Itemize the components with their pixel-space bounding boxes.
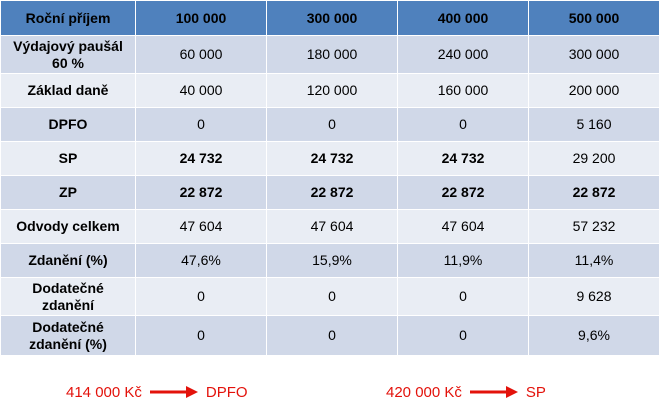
- table-cell: 0: [266, 107, 398, 142]
- table-cell: 57 232: [528, 209, 660, 244]
- table-cell: 22 872: [528, 175, 660, 210]
- table-cell: 24 732: [266, 141, 398, 176]
- table-cell: 40 000: [135, 73, 267, 108]
- threshold-amount: 420 000 Kč: [386, 383, 462, 401]
- threshold-dpfo: 414 000 Kč DPFO: [66, 380, 248, 404]
- table-cell: 180 000: [266, 35, 398, 74]
- table-cell: 47,6%: [135, 243, 267, 278]
- table-row: Zdanění (%) 47,6% 15,9% 11,9% 11,4%: [0, 243, 660, 278]
- table-cell: 22 872: [135, 175, 267, 210]
- table-cell: 11,4%: [528, 243, 660, 278]
- header-cell-income: 100 000: [135, 0, 267, 36]
- table-cell: 24 732: [135, 141, 267, 176]
- table-row: Dodatečné zdanění 0 0 0 9 628: [0, 277, 660, 316]
- table-cell: 0: [397, 277, 529, 316]
- table-row: Dodatečné zdanění (%) 0 0 0 9,6%: [0, 315, 660, 356]
- table-cell: 11,9%: [397, 243, 529, 278]
- table-cell: 0: [397, 315, 529, 356]
- threshold-notes: 414 000 Kč DPFO 420 000 Kč SP: [0, 380, 661, 404]
- table-cell: 0: [266, 315, 398, 356]
- table-body: Výdajový paušál 60 % 60 000 180 000 240 000…: [0, 35, 660, 356]
- row-label: DPFO: [0, 107, 136, 142]
- table-cell: 120 000: [266, 73, 398, 108]
- table-cell: 0: [266, 277, 398, 316]
- table-cell: 0: [135, 315, 267, 356]
- header-cell-income: 300 000: [266, 0, 398, 36]
- header-cell-label: Roční příjem: [0, 0, 136, 36]
- table-cell: 29 200: [528, 141, 660, 176]
- header-cell-income: 500 000: [528, 0, 660, 36]
- table-cell: 9,6%: [528, 315, 660, 356]
- table-cell: 160 000: [397, 73, 529, 108]
- row-label: Zdanění (%): [0, 243, 136, 278]
- table-cell: 24 732: [397, 141, 529, 176]
- table-cell: 47 604: [135, 209, 267, 244]
- row-label: Výdajový paušál 60 %: [0, 35, 136, 74]
- row-label: ZP: [0, 175, 136, 210]
- table-row: Základ daně 40 000 120 000 160 000 200 000: [0, 73, 660, 108]
- table-row: SP 24 732 24 732 24 732 29 200: [0, 141, 660, 176]
- table-cell: 22 872: [266, 175, 398, 210]
- table-cell: 15,9%: [266, 243, 398, 278]
- threshold-sp: 420 000 Kč SP: [386, 380, 546, 404]
- table-cell: 47 604: [266, 209, 398, 244]
- table-cell: 0: [135, 107, 267, 142]
- table-cell: 22 872: [397, 175, 529, 210]
- row-label: Dodatečné zdanění (%): [0, 315, 136, 356]
- table-cell: 9 628: [528, 277, 660, 316]
- threshold-amount: 414 000 Kč: [66, 383, 142, 401]
- row-label: SP: [0, 141, 136, 176]
- table-cell: 0: [135, 277, 267, 316]
- table-cell: 240 000: [397, 35, 529, 74]
- table-cell: 200 000: [528, 73, 660, 108]
- right-arrow-icon: [469, 386, 518, 398]
- table-cell: 0: [397, 107, 529, 142]
- right-arrow-icon: [149, 386, 198, 398]
- table-cell: 5 160: [528, 107, 660, 142]
- table-header-row: Roční příjem 100 000 300 000 400 000 500…: [0, 0, 660, 36]
- income-tax-table: Roční příjem 100 000 300 000 400 000 500…: [0, 0, 660, 356]
- table-row: ZP 22 872 22 872 22 872 22 872: [0, 175, 660, 210]
- row-label: Základ daně: [0, 73, 136, 108]
- row-label: Dodatečné zdanění: [0, 277, 136, 316]
- table-row: DPFO 0 0 0 5 160: [0, 107, 660, 142]
- threshold-target: DPFO: [205, 383, 248, 401]
- table-cell: 60 000: [135, 35, 267, 74]
- threshold-target: SP: [525, 383, 546, 401]
- table-row: Výdajový paušál 60 % 60 000 180 000 240 000…: [0, 35, 660, 74]
- header-cell-income: 400 000: [397, 0, 529, 36]
- table-cell: 300 000: [528, 35, 660, 74]
- table-cell: 47 604: [397, 209, 529, 244]
- table-row: Odvody celkem 47 604 47 604 47 604 57 232: [0, 209, 660, 244]
- row-label: Odvody celkem: [0, 209, 136, 244]
